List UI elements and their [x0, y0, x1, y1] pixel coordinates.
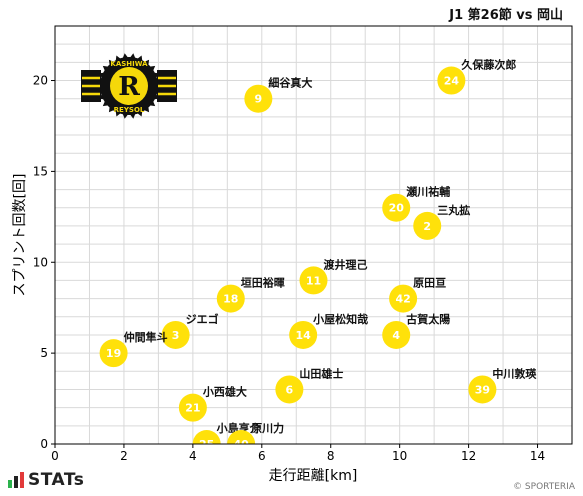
data-point: 2 三丸拡 — [413, 203, 470, 240]
y-tick-label: 0 — [40, 437, 48, 451]
player-number: 40 — [233, 438, 249, 451]
x-tick-label: 10 — [392, 449, 407, 463]
player-name: 中川敦瑛 — [492, 366, 537, 380]
player-number: 9 — [255, 93, 263, 106]
player-name: 小島亨介 — [216, 421, 262, 435]
crest-bottom-text: REYSOL — [114, 106, 145, 114]
kashiwa-reysol-logo: R KASHIWA REYSOL — [81, 53, 177, 119]
player-name: 三丸拡 — [437, 203, 470, 217]
point-marker — [382, 193, 411, 222]
player-number: 20 — [389, 202, 405, 215]
player-name: 渡井理己 — [324, 257, 368, 271]
x-tick-label: 2 — [120, 449, 128, 463]
player-name: 久保藤次郎 — [461, 58, 516, 72]
y-tick-label: 15 — [33, 164, 48, 178]
data-point: 4 古賀太陽 — [382, 312, 450, 349]
player-number: 21 — [185, 402, 200, 415]
player-number: 25 — [199, 438, 214, 451]
point-marker — [413, 211, 442, 240]
player-number: 11 — [306, 274, 321, 287]
point-marker — [161, 320, 190, 349]
point-marker — [178, 393, 207, 422]
player-name: 山田雄士 — [299, 366, 343, 380]
x-tick-label: 8 — [327, 449, 335, 463]
player-name: 小屋松知哉 — [312, 312, 368, 326]
player-number: 19 — [106, 347, 121, 360]
point-marker — [99, 339, 128, 368]
copyright: © SPORTERIA — [513, 482, 575, 492]
x-tick-label: 4 — [189, 449, 197, 463]
player-name: 原田亘 — [413, 277, 446, 290]
brand-logo: STATs — [8, 470, 84, 490]
point-marker — [227, 430, 256, 444]
match-title: J1 第26節 vs 岡山 — [449, 8, 563, 23]
point-marker — [437, 66, 466, 95]
player-number: 24 — [444, 75, 460, 88]
point-marker — [216, 284, 245, 313]
point-marker — [289, 320, 318, 349]
player-number: 18 — [223, 293, 238, 306]
player-number: 3 — [172, 329, 180, 342]
crest-letter: R — [118, 72, 140, 102]
player-name: 細谷真大 — [268, 76, 312, 90]
data-point: 9 細谷真大 — [244, 76, 312, 113]
player-name: 仲間隼斗 — [124, 330, 168, 344]
point-marker — [382, 320, 411, 349]
player-number: 42 — [395, 293, 410, 306]
x-tick-label: 0 — [51, 449, 59, 463]
data-points: 24久保藤次郎9細谷真大20瀬川祐輔2三丸拡11渡井理己18垣田裕暉42原田亘3… — [99, 58, 537, 451]
point-marker — [275, 375, 304, 404]
bar-chart-icon — [8, 472, 24, 488]
data-point: 3 ジエゴ — [161, 312, 219, 349]
crest-top-text: KASHIWA — [110, 60, 148, 68]
x-tick-label: 12 — [461, 449, 476, 463]
x-tick-label: 6 — [258, 449, 266, 463]
player-number: 14 — [296, 329, 312, 342]
player-number: 6 — [286, 383, 294, 396]
point-marker — [244, 84, 273, 113]
x-axis-label: 走行距離[km] — [269, 467, 358, 484]
y-tick-label: 5 — [40, 346, 48, 360]
crest-wing-stripes — [82, 76, 176, 96]
data-point: 6 山田雄士 — [275, 366, 343, 404]
player-name: 小西雄大 — [202, 385, 247, 399]
point-marker — [468, 375, 497, 404]
point-marker — [192, 430, 221, 444]
point-marker — [299, 266, 328, 295]
brand-name: STATs — [28, 470, 85, 490]
player-name: ジエゴ — [186, 312, 219, 326]
player-name: 古賀太陽 — [406, 312, 450, 326]
player-number: 2 — [423, 220, 431, 233]
player-name: 垣田裕暉 — [241, 276, 285, 290]
crest-center — [110, 67, 148, 105]
plot-frame — [54, 25, 573, 445]
x-tick-label: 14 — [530, 449, 545, 463]
y-tick-label: 10 — [33, 255, 48, 269]
y-axis-label: スプリント回数[回] — [12, 174, 28, 297]
player-number: 39 — [475, 383, 490, 396]
point-marker — [389, 284, 418, 313]
player-number: 4 — [392, 329, 400, 342]
y-tick-label: 20 — [33, 74, 48, 88]
player-name: 原川力 — [251, 421, 284, 435]
player-name: 瀬川祐輔 — [406, 185, 450, 199]
